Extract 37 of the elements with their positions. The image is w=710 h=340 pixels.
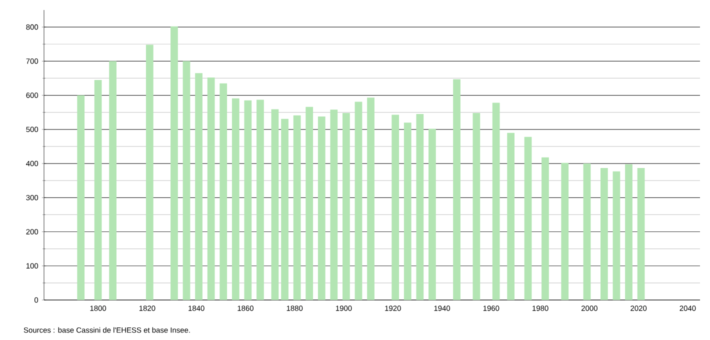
bar (146, 44, 154, 300)
bar (507, 132, 515, 300)
bar (94, 80, 102, 300)
bar (453, 79, 460, 300)
bar (342, 113, 350, 300)
bar (428, 128, 436, 300)
bar (330, 110, 338, 300)
bar (392, 114, 400, 300)
bar (625, 164, 632, 300)
bar (600, 168, 608, 300)
bar (416, 114, 424, 300)
bar (256, 100, 264, 300)
bar (281, 118, 288, 300)
bar (220, 83, 228, 300)
bar (472, 113, 480, 300)
bar (170, 26, 178, 300)
bar (583, 164, 591, 300)
bar (561, 162, 569, 300)
bar (524, 136, 532, 300)
bar (244, 100, 252, 300)
bar (542, 157, 549, 300)
bar (232, 98, 240, 300)
bar (354, 102, 362, 300)
bar (207, 78, 215, 300)
bar (109, 61, 116, 300)
bar (77, 95, 85, 300)
bar (306, 106, 314, 300)
bar (293, 115, 301, 300)
bar (182, 61, 190, 300)
bar (318, 116, 326, 300)
bar (271, 109, 279, 300)
bar (367, 98, 374, 300)
bar (492, 102, 500, 300)
bar (637, 168, 645, 300)
bar (404, 122, 412, 300)
bar (195, 73, 202, 300)
bar (612, 171, 620, 300)
